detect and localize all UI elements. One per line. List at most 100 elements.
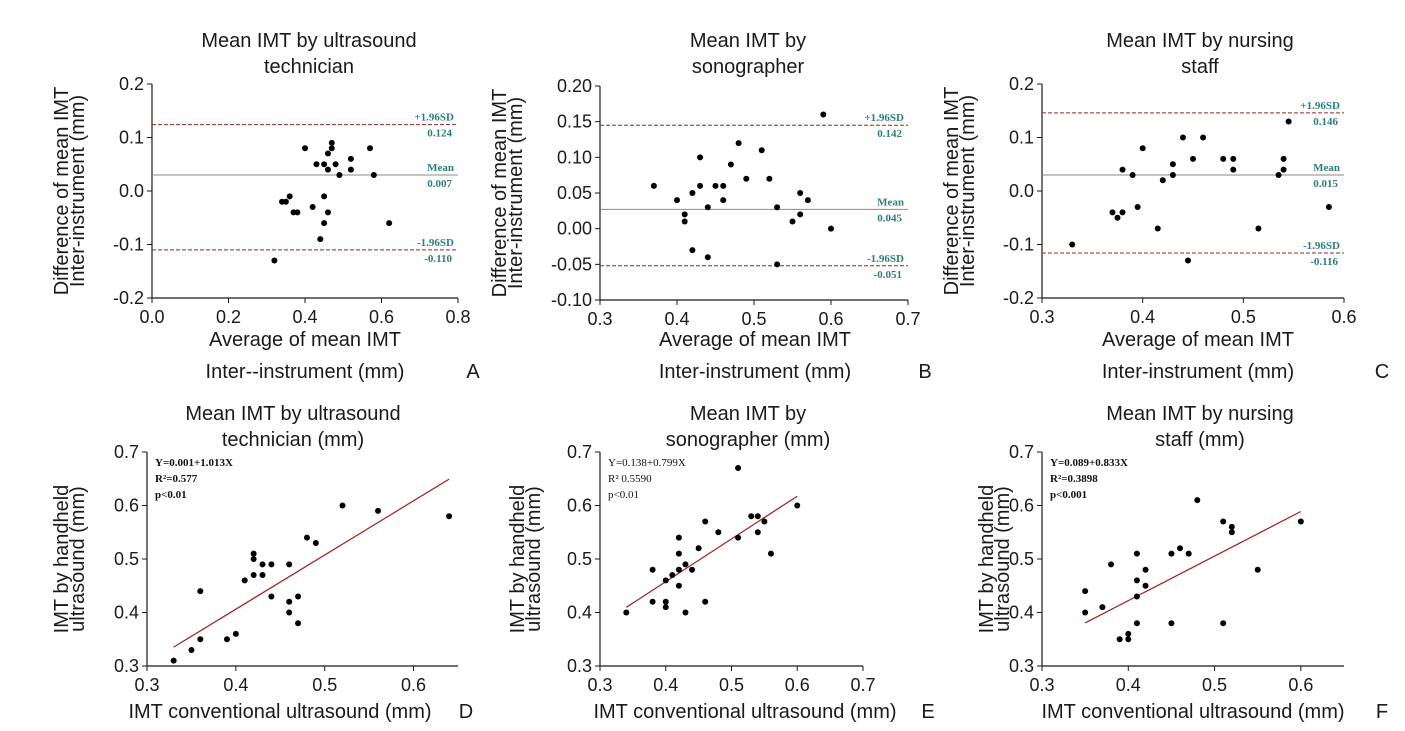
panel-D: Mean IMT by ultrasound technician (mm) 0.3… (51, 403, 473, 723)
y-axis-label: IMT by handheld (507, 485, 529, 634)
data-point (295, 620, 302, 627)
data-point (1285, 118, 1292, 125)
data-point (689, 247, 696, 254)
data-point (1109, 209, 1116, 216)
data-point (241, 577, 248, 584)
fit-line (173, 478, 450, 648)
data-point (250, 556, 257, 562)
data-point (682, 561, 689, 568)
data-point (1194, 497, 1201, 504)
data-point (1159, 177, 1166, 184)
x-tick-label: 0.7 (850, 675, 875, 695)
equation-line: Y=0.089+0.833X (1050, 457, 1128, 469)
y-axis-label: Inter-instrument (mm) (505, 97, 527, 289)
data-point (268, 561, 275, 568)
data-point (375, 507, 382, 514)
data-point (804, 197, 811, 204)
data-point (675, 566, 682, 573)
data-point (324, 150, 331, 157)
x-tick-label: 0.6 (1288, 675, 1313, 695)
data-point (674, 197, 680, 204)
y-tick-label: 0.4 (567, 603, 592, 623)
data-point (282, 198, 289, 205)
x-tick-label: 0.3 (1029, 675, 1054, 695)
data-point (197, 588, 204, 595)
data-point (662, 598, 669, 605)
y-tick-label: 0.0 (119, 181, 144, 201)
data-point (328, 139, 335, 146)
data-point (332, 161, 339, 168)
data-point (754, 513, 761, 520)
data-point (367, 145, 374, 152)
data-point (1069, 241, 1076, 248)
data-point (1133, 593, 1140, 600)
data-point (623, 609, 630, 616)
data-point (286, 561, 293, 568)
data-point (1108, 561, 1115, 568)
data-point (313, 161, 320, 168)
data-point (232, 630, 239, 637)
data-point (197, 636, 204, 643)
fit-line (625, 495, 798, 608)
x-axis-label: Average of mean IMT (1102, 329, 1294, 351)
data-point (347, 155, 354, 162)
data-point (370, 171, 377, 178)
data-point (754, 529, 761, 536)
y-axis-label: IMT by handheld (51, 485, 73, 634)
x-tick-label: 0.3 (587, 675, 612, 695)
data-point (294, 209, 301, 216)
data-point (797, 190, 804, 196)
chart-title: staff (mm) (1155, 429, 1245, 451)
x-tick-label: 0.7 (895, 309, 920, 329)
x-tick-label: 0.8 (445, 307, 470, 327)
y-tick-label: 0.7 (114, 442, 139, 462)
data-point (1133, 620, 1140, 627)
y-axis-label: Difference of mean IMT (941, 87, 963, 296)
data-point (1325, 204, 1332, 211)
data-point (1082, 609, 1089, 616)
data-point (386, 220, 393, 227)
panel-letter: E (921, 701, 934, 723)
x-tick-label: 0.2 (216, 307, 241, 327)
data-point (1168, 550, 1175, 557)
x-axis-label: Inter--instrument (mm) (206, 361, 405, 383)
data-point (312, 539, 319, 546)
panel-letter: F (1376, 701, 1388, 723)
equation-line: p<0.01 (608, 489, 639, 501)
x-axis-label: Inter-instrument (mm) (1102, 361, 1294, 383)
data-point (774, 261, 781, 268)
x-tick-label: 0.4 (664, 309, 689, 329)
y-axis-label: ultrasound (mm) (523, 486, 545, 632)
data-point (1177, 545, 1184, 552)
data-point (735, 465, 742, 472)
data-point (1125, 636, 1132, 643)
data-point (268, 593, 275, 600)
data-point (1119, 209, 1126, 216)
chart-title: Mean IMT by ultrasound (185, 403, 400, 425)
data-point (188, 646, 195, 653)
data-point (675, 582, 682, 589)
y-axis-label: ultrasound (mm) (67, 486, 89, 632)
lower-label: -1.96SD (417, 237, 454, 249)
data-point (681, 218, 688, 225)
y-axis-label: Difference of mean IMT (489, 89, 511, 298)
data-point (223, 636, 230, 643)
y-tick-label: 0.10 (557, 147, 592, 167)
equation-line: R² 0.5590 (608, 473, 652, 485)
data-point (170, 657, 177, 664)
data-point (317, 236, 324, 243)
data-point (748, 513, 755, 520)
y-tick-label: 0.05 (557, 183, 592, 203)
x-axis-label: IMT conventional ultrasound (mm) (128, 701, 431, 723)
data-point (259, 561, 266, 568)
data-point (682, 609, 689, 616)
y-tick-label: 0.3 (1009, 656, 1034, 676)
data-point (1185, 550, 1192, 557)
upper-label: +1.96SD (414, 112, 454, 124)
data-point (789, 218, 796, 225)
data-point (1114, 214, 1121, 221)
data-point (1139, 145, 1146, 152)
data-point (1168, 620, 1175, 627)
y-tick-label: 0.20 (557, 76, 592, 96)
panel-letter: C (1375, 361, 1389, 383)
